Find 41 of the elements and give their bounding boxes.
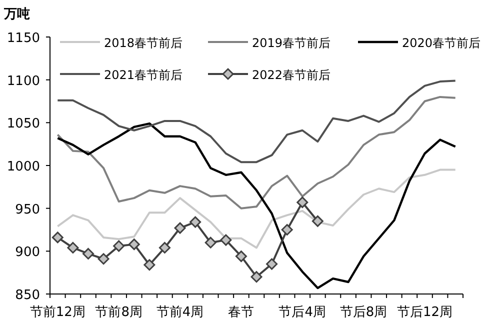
y-tick-label: 850 <box>15 288 40 303</box>
point <box>67 242 79 254</box>
line-series <box>56 122 456 290</box>
point <box>113 240 125 252</box>
point <box>296 196 308 208</box>
legend-label: 2019春节前后 <box>252 36 331 50</box>
y-tick-label: 1100 <box>6 74 40 89</box>
y-tick-label: 950 <box>15 202 40 218</box>
y-tick-label: 900 <box>15 245 40 260</box>
line-series <box>56 96 456 210</box>
x-tick-label: 节前4周 <box>156 305 204 320</box>
legend-label: 2018春节前后 <box>104 36 183 50</box>
y-axis-title: 万吨 <box>3 7 30 22</box>
legend-label: 2021春节前后 <box>104 68 183 82</box>
x-tick-label: 节前8周 <box>95 305 142 320</box>
legend-label: 2022春节前后 <box>252 68 331 82</box>
x-tick-label: 节后8周 <box>340 305 388 320</box>
point <box>144 259 156 271</box>
x-tick-label: 节前12周 <box>30 305 86 320</box>
point <box>220 234 232 246</box>
point <box>204 236 216 248</box>
point <box>82 248 94 260</box>
point <box>174 222 186 234</box>
point <box>128 238 140 250</box>
point <box>281 224 293 236</box>
y-tick-label: 1150 <box>6 31 40 46</box>
point <box>158 242 170 254</box>
x-tick-label: 节后4周 <box>278 305 326 320</box>
line-series <box>56 80 456 164</box>
point <box>190 216 202 228</box>
point <box>52 232 64 244</box>
point <box>235 250 247 262</box>
point <box>98 253 110 265</box>
point <box>250 271 262 283</box>
point <box>266 258 278 270</box>
y-tick-label: 1050 <box>6 116 40 132</box>
x-tick-label: 春节 <box>228 305 254 320</box>
x-tick-label: 节后12周 <box>396 305 453 320</box>
y-tick-label: 1000 <box>6 160 40 174</box>
legend-label: 2020春节前后 <box>402 36 481 50</box>
point <box>312 215 324 227</box>
